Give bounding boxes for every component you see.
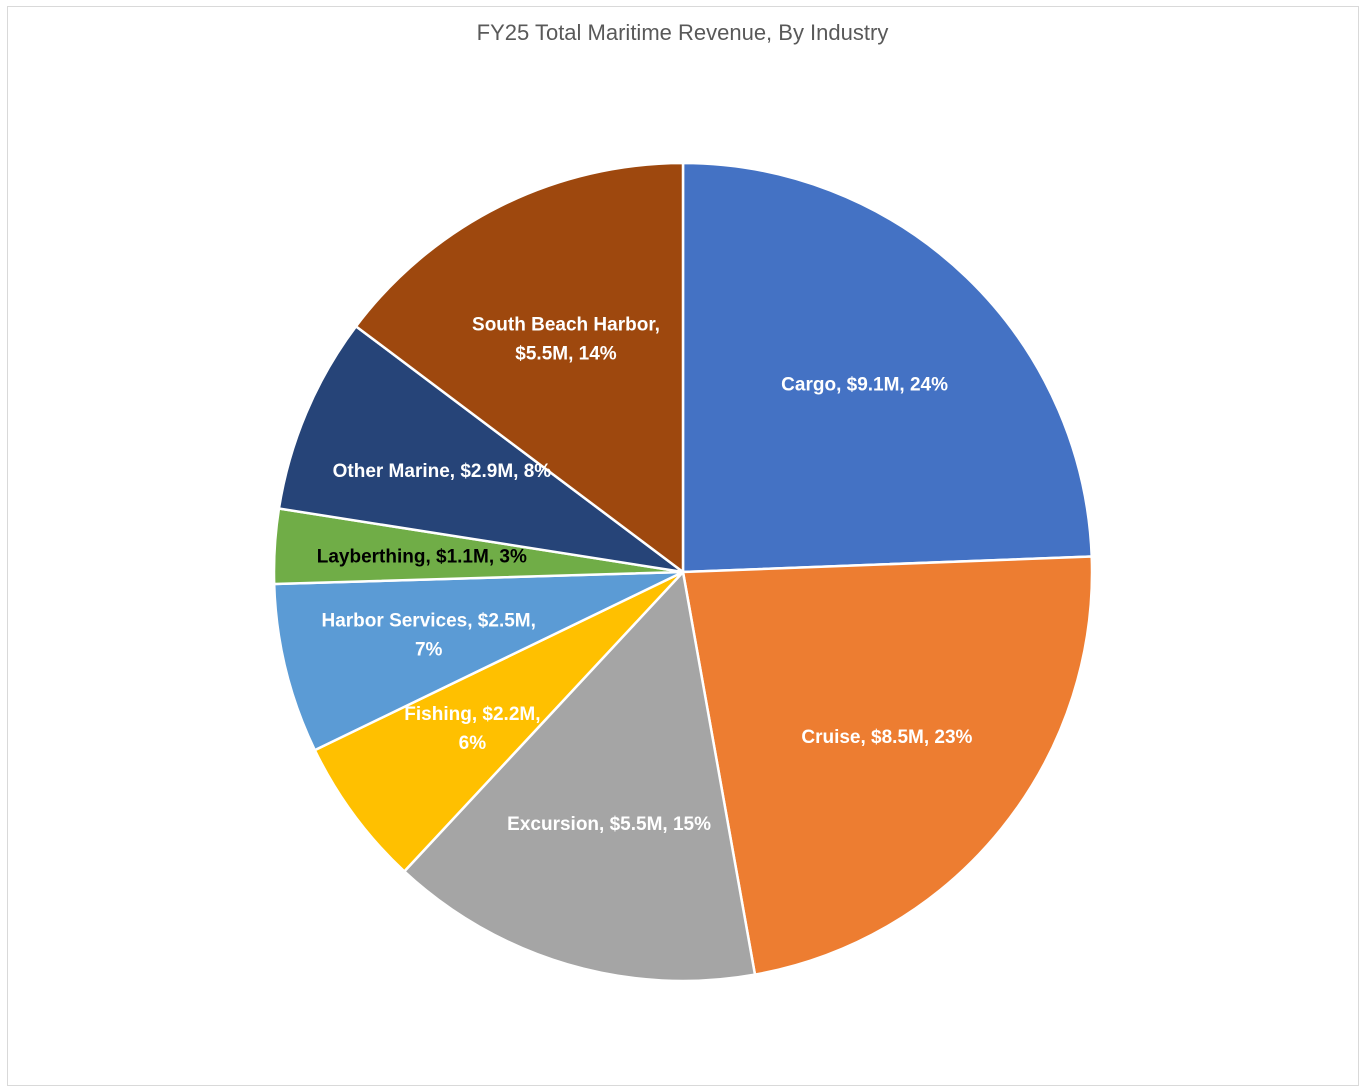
pie-slice-excursion: [403, 570, 757, 983]
data-label-fishing: Fishing, $2.2M, 6%: [404, 704, 540, 754]
data-label-cargo: Cargo, $9.1M, 24%: [781, 374, 948, 395]
chart-title: FY25 Total Maritime Revenue, By Industry: [476, 20, 889, 45]
data-label-south-beach-harbor: South Beach Harbor, $5.5M, 14%: [472, 314, 660, 364]
pie-slice-other-marine: [277, 325, 685, 574]
pie-slice-cruise: [681, 555, 1094, 976]
data-label-excursion: Excursion, $5.5M, 15%: [507, 814, 711, 835]
data-label-layberthing: Layberthing, $1.1M, 3%: [317, 547, 527, 568]
data-label-other-marine: Other Marine, $2.9M, 8%: [333, 461, 552, 482]
pie-slice-harbor-services: [272, 570, 685, 752]
pie-slice-cargo: [681, 161, 1093, 574]
pie-slice-fishing: [313, 570, 685, 873]
data-label-cruise: Cruise, $8.5M, 23%: [801, 727, 972, 748]
data-label-harbor-services: Harbor Services, $2.5M, 7%: [322, 611, 536, 661]
pie-slice-south-beach-harbor: [354, 161, 685, 574]
